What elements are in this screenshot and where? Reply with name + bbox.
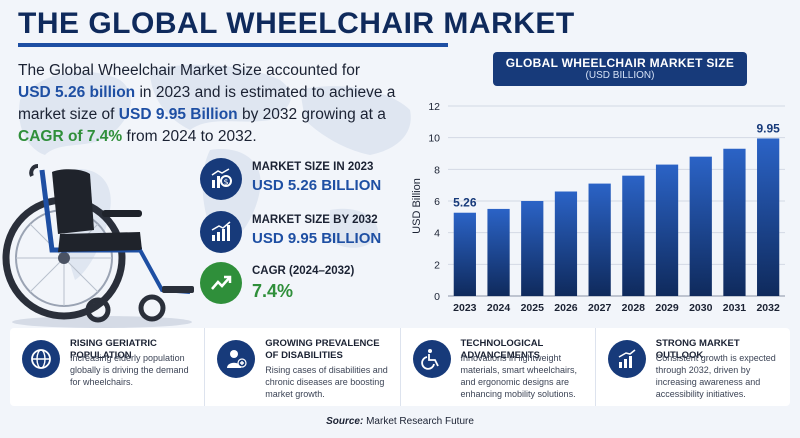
feature-title: RISING GERIATRIC POPULATION bbox=[70, 338, 157, 361]
x-tick-label: 2032 bbox=[756, 302, 780, 314]
x-tick-label: 2028 bbox=[622, 302, 646, 314]
bar-2032 bbox=[757, 138, 780, 296]
growth-chart-icon bbox=[200, 211, 242, 253]
stat-value: USD 9.95 BILLION bbox=[252, 230, 382, 247]
bar-2023 bbox=[453, 212, 476, 296]
feature-description: Increasing elderly population globally i… bbox=[70, 353, 189, 387]
bar-2024 bbox=[487, 208, 510, 296]
y-tick-label: 8 bbox=[434, 164, 440, 176]
person-medical-icon bbox=[217, 340, 256, 378]
intro-paragraph: The Global Wheelchair Market Size accoun… bbox=[18, 60, 418, 148]
x-tick-label: 2031 bbox=[723, 302, 747, 314]
x-tick-label: 2023 bbox=[453, 302, 477, 314]
trend-up-icon bbox=[200, 262, 242, 304]
feature-outlook: STRONG MARKET OUTLOOK Consistent growth … bbox=[596, 328, 790, 406]
intro-text-1: The Global Wheelchair Market Size accoun… bbox=[18, 62, 361, 79]
feature-disabilities: GROWING PREVALENCE OF DISABILITIES Risin… bbox=[205, 328, 401, 406]
stat-market-size-2032: MARKET SIZE BY 2032 USD 9.95 BILLION bbox=[200, 211, 382, 255]
bar-growth-icon bbox=[607, 340, 646, 378]
bar-2028 bbox=[622, 175, 645, 296]
intro-value-2023: USD 5.26 billion bbox=[18, 84, 136, 101]
wheelchair-illustration bbox=[2, 164, 194, 328]
bar-2025 bbox=[521, 201, 544, 296]
stat-label: MARKET SIZE IN 2023 bbox=[252, 161, 374, 173]
x-tick-label: 2029 bbox=[655, 302, 679, 314]
title-underline bbox=[18, 43, 448, 47]
stat-market-size-2023: $ MARKET SIZE IN 2023 USD 5.26 BILLION bbox=[200, 158, 382, 202]
intro-text-4: from 2024 to 2032. bbox=[122, 128, 257, 145]
money-chart-icon: $ bbox=[200, 158, 242, 200]
feature-title: STRONG MARKET OUTLOOK bbox=[655, 338, 740, 361]
y-axis-label: USD Billion bbox=[411, 178, 423, 234]
intro-text-2: in 2023 and is estimated to achieve a ma… bbox=[18, 84, 396, 123]
drivers-panel: RISING GERIATRIC POPULATION Increasing e… bbox=[10, 328, 790, 406]
x-tick-label: 2030 bbox=[689, 302, 713, 314]
y-tick-label: 6 bbox=[434, 196, 440, 208]
page-title: THE GLOBAL WHEELCHAIR MARKET bbox=[18, 7, 575, 40]
feature-description: Consistent growth is expected through 20… bbox=[655, 353, 776, 399]
y-tick-label: 10 bbox=[428, 133, 440, 145]
data-label-2023: 5.26 bbox=[453, 196, 477, 210]
bar-2030 bbox=[689, 156, 712, 296]
x-tick-label: 2027 bbox=[588, 302, 612, 314]
x-tick-label: 2025 bbox=[521, 302, 545, 314]
wheelchair-icon bbox=[412, 340, 451, 378]
market-size-bar-chart: 5.26 9.95 2023 2024 2025 2026 2027 2028 2029 203… bbox=[411, 101, 785, 314]
intro-cagr: CAGR of 7.4% bbox=[18, 128, 123, 145]
y-tick-label: 12 bbox=[428, 101, 440, 113]
source-note: Source: Market Research Future bbox=[0, 416, 800, 427]
y-tick-label: 2 bbox=[434, 259, 440, 271]
chart-subtitle: (USD BILLION) bbox=[585, 70, 655, 81]
stat-cagr: CAGR (2024–2032) 7.4% bbox=[200, 262, 380, 306]
bar-2031 bbox=[723, 148, 746, 296]
stat-label: MARKET SIZE BY 2032 bbox=[252, 214, 378, 226]
data-label-2032: 9.95 bbox=[756, 121, 780, 135]
stat-value: 7.4% bbox=[252, 281, 294, 301]
stat-label: CAGR (2024–2032) bbox=[252, 265, 355, 277]
x-tick-label: 2026 bbox=[554, 302, 578, 314]
bar-2026 bbox=[554, 191, 578, 296]
bar-2029 bbox=[655, 164, 679, 296]
feature-title: GROWING PREVALENCE OF DISABILITIES bbox=[265, 338, 380, 361]
intro-value-2032: USD 9.95 Billion bbox=[118, 106, 238, 123]
y-tick-label: 4 bbox=[434, 228, 440, 240]
intro-text-3: by 2032 growing at a bbox=[237, 106, 386, 123]
source-text: Market Research Future bbox=[366, 416, 474, 427]
feature-technology: TECHNOLOGICAL ADVANCEMENTS Innovations i… bbox=[401, 328, 596, 406]
feature-title: TECHNOLOGICAL ADVANCEMENTS bbox=[460, 338, 544, 361]
globe-icon bbox=[22, 340, 60, 378]
feature-description: Innovations in lightweight materials, sm… bbox=[460, 353, 578, 399]
x-tick-label: 2024 bbox=[487, 302, 511, 314]
feature-geriatric: RISING GERIATRIC POPULATION Increasing e… bbox=[10, 328, 206, 406]
bar-2027 bbox=[588, 183, 611, 296]
chart-title: GLOBAL WHEELCHAIR MARKET SIZE bbox=[505, 56, 735, 70]
svg-text:$: $ bbox=[223, 178, 228, 187]
chart-header: GLOBAL WHEELCHAIR MARKET SIZE (USD BILLI… bbox=[493, 52, 747, 86]
source-label: Source: bbox=[326, 416, 364, 427]
y-tick-label: 0 bbox=[434, 291, 440, 303]
stat-value: USD 5.26 BILLION bbox=[252, 177, 382, 194]
feature-description: Rising cases of disabilities and chronic… bbox=[265, 365, 388, 399]
